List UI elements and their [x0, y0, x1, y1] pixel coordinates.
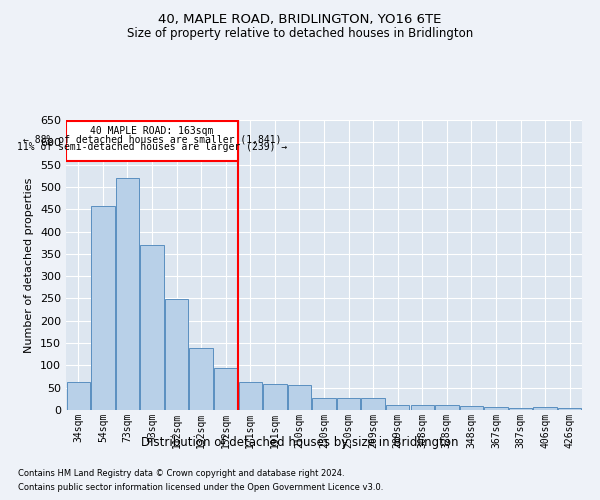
Bar — [509, 408, 532, 410]
Bar — [533, 407, 557, 410]
Bar — [165, 300, 188, 410]
Bar — [239, 382, 262, 410]
Text: 11% of semi-detached houses are larger (239) →: 11% of semi-detached houses are larger (… — [17, 142, 287, 152]
Bar — [116, 178, 139, 410]
Bar — [361, 398, 385, 410]
Bar — [67, 382, 90, 410]
Bar — [460, 406, 483, 410]
Bar — [410, 404, 434, 410]
Text: Contains public sector information licensed under the Open Government Licence v3: Contains public sector information licen… — [18, 484, 383, 492]
Bar — [484, 407, 508, 410]
Bar — [435, 404, 458, 410]
Bar — [386, 404, 409, 410]
Text: Size of property relative to detached houses in Bridlington: Size of property relative to detached ho… — [127, 28, 473, 40]
Bar — [91, 206, 115, 410]
Text: Contains HM Land Registry data © Crown copyright and database right 2024.: Contains HM Land Registry data © Crown c… — [18, 468, 344, 477]
Y-axis label: Number of detached properties: Number of detached properties — [25, 178, 34, 352]
Text: ← 88% of detached houses are smaller (1,841): ← 88% of detached houses are smaller (1,… — [23, 134, 281, 144]
Bar — [214, 368, 238, 410]
Bar — [190, 348, 213, 410]
Bar — [263, 384, 287, 410]
Bar — [288, 386, 311, 410]
Bar — [558, 408, 581, 410]
Text: 40 MAPLE ROAD: 163sqm: 40 MAPLE ROAD: 163sqm — [91, 126, 214, 136]
Bar — [140, 245, 164, 410]
Bar — [313, 398, 335, 410]
Text: Distribution of detached houses by size in Bridlington: Distribution of detached houses by size … — [141, 436, 459, 449]
Text: 40, MAPLE ROAD, BRIDLINGTON, YO16 6TE: 40, MAPLE ROAD, BRIDLINGTON, YO16 6TE — [158, 12, 442, 26]
Bar — [66, 121, 238, 161]
Bar — [337, 398, 360, 410]
